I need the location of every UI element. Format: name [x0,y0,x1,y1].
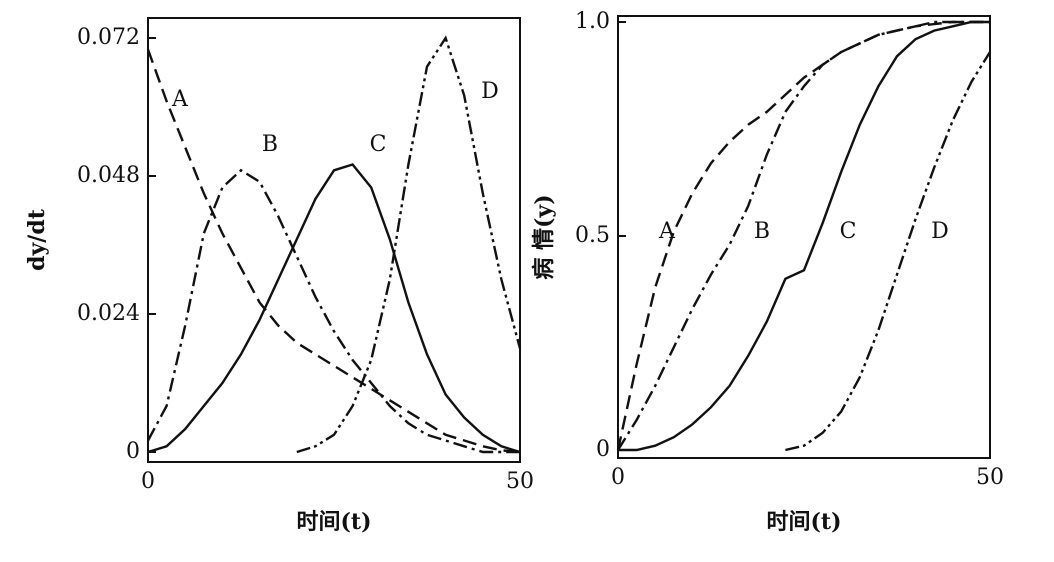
curve [785,51,992,452]
curve-label: A [658,219,676,244]
x-tick-label: 0 [611,465,625,490]
curve-label: B [262,132,278,157]
y-axis-label: dy/dt [24,208,50,271]
curve-label: A [171,87,189,112]
curve-label: C [840,219,857,244]
curve [296,35,522,454]
x-tick-label: 50 [976,465,1004,490]
curve [616,20,990,451]
curve-label: B [754,219,770,244]
curve [616,20,990,451]
y-tick-label: 0 [596,437,610,462]
curve [146,49,521,454]
x-tick-label: 0 [141,469,155,494]
y-tick-label: 0.024 [77,301,140,326]
curve [618,20,990,452]
curve-label: D [481,79,499,104]
curve [146,168,520,454]
x-axis-label: 时间(t) [297,509,372,535]
curve [147,163,521,454]
x-axis-label: 时间(t) [767,509,842,535]
curve-label: C [370,132,387,157]
curve-label: D [931,219,949,244]
y-tick-label: 0.048 [77,163,140,188]
plot-frame [147,17,521,463]
y-tick-label: 1.0 [575,9,610,34]
x-tick-label: 50 [506,469,534,494]
y-tick-label: 0.5 [575,223,610,248]
y-tick-label: 0.072 [77,25,140,50]
y-axis-label: 病 情(y) [531,194,557,279]
y-tick-label: 0 [126,439,140,464]
